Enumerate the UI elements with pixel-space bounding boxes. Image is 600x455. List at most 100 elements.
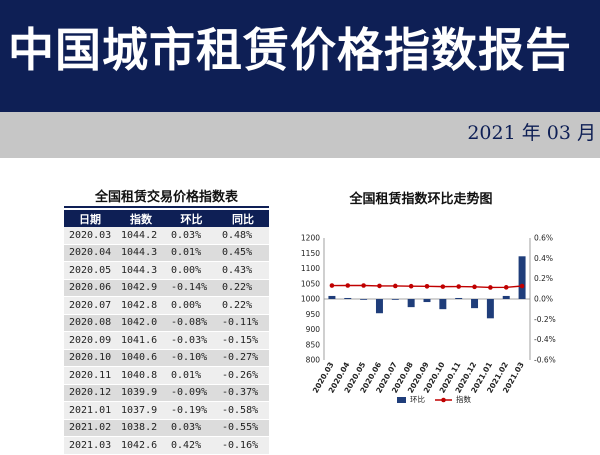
cell-yoy: -0.16%: [217, 436, 269, 455]
table-row: 2021.02 1038.2 0.03% -0.55%: [64, 419, 269, 437]
cell-index: 1040.8: [116, 366, 166, 385]
cell-index: 1042.0: [116, 314, 166, 332]
point-index: [472, 284, 477, 290]
legend-label-mom: 环比: [410, 394, 425, 404]
cell-yoy: 0.22%: [217, 279, 269, 297]
y-left-tick-label: 1200: [301, 234, 320, 243]
table-row: 2020.04 1044.3 0.01% 0.45%: [64, 244, 269, 262]
point-index: [424, 284, 430, 289]
cell-yoy: -0.27%: [217, 349, 269, 367]
point-index: [393, 283, 398, 289]
cell-yoy: 0.22%: [217, 296, 269, 315]
bar-mom: [391, 299, 399, 300]
cell-mom: 0.00%: [166, 296, 217, 315]
point-index: [329, 283, 335, 288]
header-index: 指数: [116, 210, 166, 227]
bar-mom: [486, 299, 494, 319]
table-row: 2020.12 1039.9 -0.09% -0.37%: [64, 384, 269, 402]
point-index: [361, 283, 366, 288]
point-index: [377, 283, 382, 289]
legend-marker-index: [441, 397, 446, 403]
bar-mom: [407, 299, 415, 308]
y-right-tick-label: 0.2%: [534, 274, 553, 283]
point-index: [503, 285, 509, 290]
point-index: [488, 285, 493, 290]
point-index: [440, 284, 446, 289]
y-left-tick-label: 1150: [301, 249, 320, 258]
table-row: 2021.03 1042.6 0.42% -0.16%: [64, 436, 269, 455]
cell-date: 2020.04: [64, 244, 116, 262]
header-mom: 环比: [166, 210, 217, 227]
cell-index: 1038.2: [116, 419, 166, 437]
cell-index: 1037.9: [116, 401, 166, 420]
cell-yoy: -0.15%: [217, 331, 269, 350]
bar-mom: [455, 297, 463, 299]
cell-index: 1042.6: [116, 436, 166, 455]
cell-mom: -0.14%: [166, 279, 217, 297]
cell-index: 1042.9: [116, 279, 166, 297]
cell-mom: 0.01%: [166, 244, 217, 262]
y-left-tick-label: 950: [306, 310, 321, 319]
cell-date: 2020.10: [64, 349, 116, 367]
cell-index: 1044.3: [116, 244, 166, 262]
cell-mom: 0.03%: [166, 419, 217, 437]
cell-date: 2020.03: [64, 227, 116, 245]
y-right-tick-label: -0.4%: [534, 335, 556, 344]
cell-yoy: 0.43%: [217, 261, 269, 280]
cell-date: 2020.11: [64, 366, 116, 385]
y-left-tick-label: 800: [306, 356, 321, 365]
table-row: 2021.01 1037.9 -0.19% -0.58%: [64, 401, 269, 420]
cell-yoy: -0.37%: [217, 384, 269, 402]
index-table: 日期 指数 环比 同比 2020.03 1044.2 0.03% 0.48% 2020.…: [64, 210, 269, 455]
cell-date: 2021.02: [64, 419, 116, 437]
y-left-tick-label: 900: [306, 325, 321, 334]
bar-mom: [439, 299, 447, 310]
table-header-row: 日期 指数 环比 同比: [64, 210, 269, 227]
table-body: 2020.03 1044.2 0.03% 0.48% 2020.04 1044.3 0.01…: [64, 227, 269, 455]
cell-mom: 0.42%: [166, 436, 217, 455]
cell-yoy: -0.55%: [217, 419, 269, 437]
header-yoy: 同比: [217, 210, 269, 227]
table-row: 2020.08 1042.0 -0.08% -0.11%: [64, 314, 269, 332]
point-index: [408, 283, 414, 289]
cell-index: 1041.6: [116, 331, 166, 350]
legend-swatch-mom: [397, 397, 406, 403]
y-right-tick-label: 0.0%: [534, 295, 553, 304]
header-date: 日期: [64, 210, 116, 227]
legend-label-index: 指数: [456, 394, 471, 404]
point-index: [519, 283, 525, 289]
cell-date: 2020.12: [64, 384, 116, 402]
table-row: 2020.06 1042.9 -0.14% 0.22%: [64, 279, 269, 297]
cell-date: 2020.09: [64, 331, 116, 350]
table-row: 2020.05 1044.3 0.00% 0.43%: [64, 261, 269, 280]
point-index: [456, 284, 461, 289]
table-row: 2020.10 1040.6 -0.10% -0.27%: [64, 349, 269, 367]
report-date: 2021 年 03 月: [467, 122, 596, 144]
cell-mom: -0.09%: [166, 384, 217, 402]
date-bar: [0, 112, 600, 158]
bar-mom: [344, 297, 352, 299]
bar-mom: [328, 295, 336, 299]
bar-mom: [502, 295, 510, 299]
header-banner: 中国城市租赁价格指数报告: [0, 0, 600, 112]
y-right-tick-label: 0.6%: [534, 234, 553, 243]
cell-mom: 0.00%: [166, 261, 217, 280]
table-title-rule: [64, 206, 269, 208]
cell-index: 1040.6: [116, 349, 166, 367]
report-title: 中国城市租赁价格指数报告: [8, 23, 572, 77]
cell-yoy: 0.48%: [217, 227, 269, 245]
bar-mom: [518, 256, 526, 299]
cell-date: 2020.07: [64, 296, 116, 315]
y-left-tick-label: 1050: [301, 279, 320, 288]
bar-mom: [375, 299, 383, 314]
cell-yoy: -0.58%: [217, 401, 269, 420]
cell-date: 2021.01: [64, 401, 116, 420]
cell-mom: -0.03%: [166, 331, 217, 350]
cell-date: 2021.03: [64, 436, 116, 455]
cell-mom: -0.19%: [166, 401, 217, 420]
cell-index: 1042.8: [116, 296, 166, 315]
point-index: [345, 283, 351, 288]
cell-mom: 0.03%: [166, 227, 217, 245]
mom-trend-chart: 1200 1150 1100 1050 1000 950 900 850 800 0.6% 0.4%…: [301, 234, 556, 405]
cell-yoy: -0.26%: [217, 366, 269, 385]
